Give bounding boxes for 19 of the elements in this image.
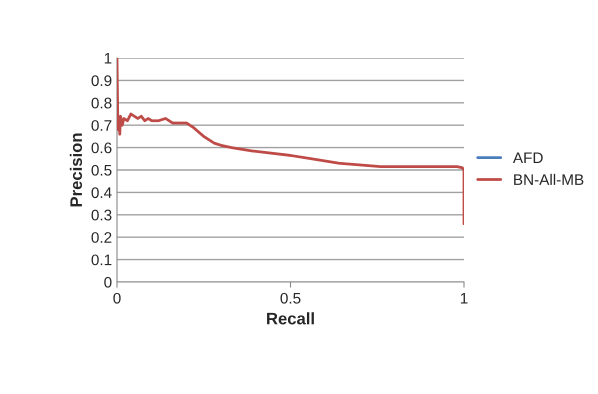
x-tick-label: 0.5: [280, 292, 300, 304]
y-axis-title: Precision: [70, 134, 82, 206]
legend-label: BN-All-MB: [514, 174, 584, 185]
line-series: [117, 58, 464, 226]
x-tick-label: 1: [460, 292, 468, 304]
y-tick-label: 0.3: [92, 210, 112, 220]
y-tick-label: 0.5: [92, 164, 112, 176]
y-tick-label: 0.6: [92, 142, 112, 154]
legend-label: AFD: [512, 152, 543, 164]
y-tick-label: 0.8: [92, 98, 112, 108]
y-tick-label: 0.4: [92, 187, 112, 198]
y-tick-label: 0.7: [92, 120, 112, 131]
y-tick-label: 1: [104, 53, 112, 64]
y-tick-label: 0.1: [92, 254, 112, 266]
x-tick-label: 0: [113, 292, 121, 304]
y-tick-label: 0.9: [92, 75, 112, 86]
y-tick-label: 0.2: [92, 232, 112, 243]
x-axis-title: Recall: [267, 312, 314, 324]
y-tick-label: 0: [104, 276, 112, 288]
